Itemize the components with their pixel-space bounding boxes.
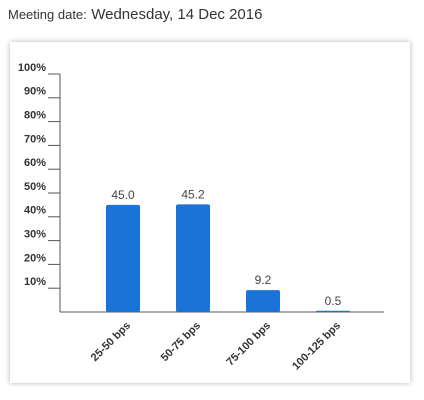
value-label: 45.2 [181, 187, 205, 201]
y-tick-label: 50% [24, 181, 46, 193]
bar [106, 204, 140, 312]
y-tick-label: 60% [24, 157, 46, 169]
meeting-header: Meeting date: Wednesday, 14 Dec 2016 [8, 6, 262, 24]
bar [246, 290, 280, 312]
x-tick-label: 50-75 bps [159, 320, 203, 364]
y-tick-label: 90% [24, 86, 46, 98]
y-tick-label: 40% [24, 205, 46, 217]
y-tick-label: 70% [24, 133, 46, 145]
meeting-date: Wednesday, 14 Dec 2016 [91, 6, 263, 23]
y-tick-label: 80% [24, 110, 46, 122]
y-tick-label: 30% [24, 229, 46, 241]
meeting-label: Meeting date: [8, 7, 87, 22]
value-label: 0.5 [325, 294, 342, 308]
y-tick-label: 20% [24, 252, 46, 264]
value-label: 45.0 [111, 188, 135, 202]
bar [316, 310, 350, 312]
y-tick-label: 100% [18, 62, 46, 74]
x-tick-label: 25-50 bps [89, 320, 133, 364]
x-tick-label: 75-100 bps [224, 320, 273, 369]
value-label: 9.2 [255, 273, 272, 287]
bar [176, 204, 210, 312]
x-tick-label: 100-125 bps [290, 320, 343, 373]
y-tick-label: 10% [24, 276, 46, 288]
